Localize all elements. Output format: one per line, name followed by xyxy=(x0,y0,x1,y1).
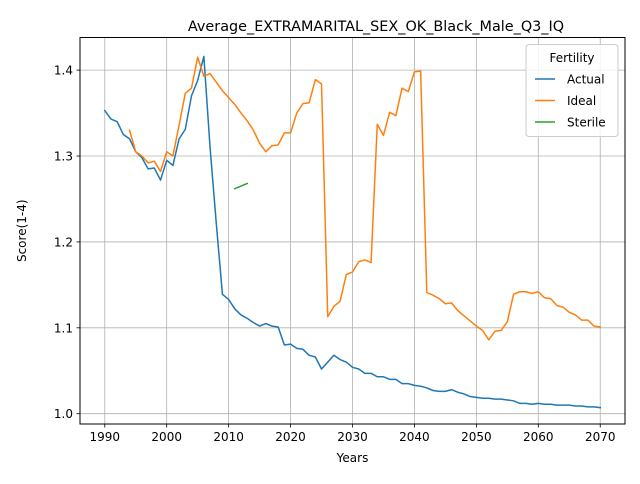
legend-title: Fertility xyxy=(549,51,594,65)
legend-label-actual: Actual xyxy=(567,73,605,87)
y-tick-label: 1.4 xyxy=(54,64,73,78)
x-tick-label: 2040 xyxy=(399,430,430,444)
series-line-sterile xyxy=(233,182,249,190)
x-axis-ticks: 1990 2000 2010 2020 2030 2040 2050 2060 2070 xyxy=(89,424,616,444)
legend: Fertility Actual Ideal Sterile xyxy=(525,44,619,137)
chart-title: Average_EXTRAMARITAL_SEX_OK_Black_Male_Q… xyxy=(188,19,564,35)
y-axis-ticks: 1.0 1.1 1.2 1.3 1.4 xyxy=(54,64,80,421)
y-axis-label: Score(1-4) xyxy=(15,199,29,262)
x-axis-label: Years xyxy=(336,451,369,465)
x-tick-label: 2020 xyxy=(275,430,306,444)
legend-label-sterile: Sterile xyxy=(567,116,606,130)
x-tick-label: 1990 xyxy=(89,430,120,444)
series-lines xyxy=(103,55,602,409)
x-tick-label: 2050 xyxy=(461,430,492,444)
series-line-ideal xyxy=(128,56,602,341)
x-tick-label: 2070 xyxy=(585,430,616,444)
y-tick-label: 1.2 xyxy=(54,235,73,249)
y-tick-label: 1.3 xyxy=(54,150,73,164)
x-tick-label: 2060 xyxy=(523,430,554,444)
y-tick-label: 1.1 xyxy=(54,321,73,335)
y-tick-label: 1.0 xyxy=(54,407,73,421)
x-tick-label: 2000 xyxy=(151,430,182,444)
legend-box xyxy=(525,44,619,137)
x-tick-label: 2030 xyxy=(337,430,368,444)
x-tick-label: 2010 xyxy=(213,430,244,444)
legend-entries: Actual Ideal Sterile xyxy=(535,73,606,130)
legend-label-ideal: Ideal xyxy=(567,94,596,108)
series-line-actual xyxy=(103,55,602,409)
